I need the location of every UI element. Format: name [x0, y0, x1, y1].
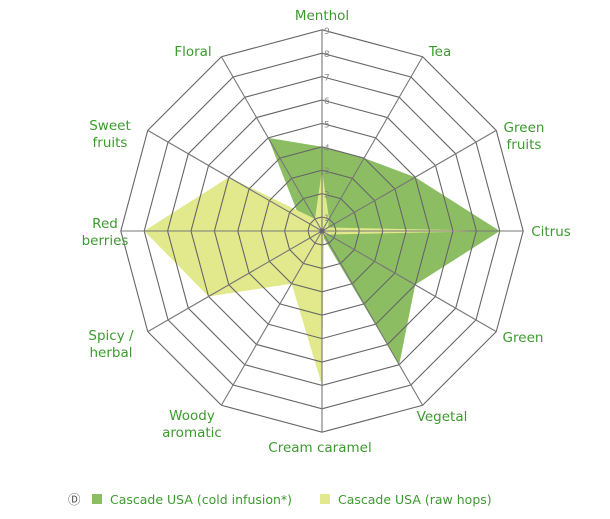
category-label: Green: [503, 330, 544, 346]
legend-swatch: [92, 494, 102, 504]
grid-spoke: [220, 56, 323, 232]
grid-spoke: [321, 129, 497, 232]
legend-swatch: [320, 494, 330, 504]
tick-label: 1: [324, 214, 330, 224]
category-label: Red berries: [82, 216, 129, 249]
category-label: Cream caramel: [268, 440, 371, 456]
tick-label: 3: [324, 167, 330, 177]
category-label: Tea: [428, 44, 452, 60]
tick-label: 6: [324, 97, 330, 107]
category-label: Green fruits: [504, 120, 545, 153]
category-label: Woody aromatic: [162, 408, 222, 441]
tick-label: 2: [324, 191, 330, 201]
legend-label: Cascade USA (cold infusion*): [110, 492, 292, 507]
grid-spoke: [147, 129, 323, 232]
tick-label: 8: [324, 50, 330, 60]
category-label: Spicy / herbal: [88, 328, 134, 361]
legend-marker: Ⓓ: [68, 492, 81, 507]
grid-spoke: [321, 230, 497, 333]
tick-label: 4: [324, 144, 330, 154]
legend-label: Cascade USA (raw hops): [338, 492, 492, 507]
center-dot: [319, 228, 325, 234]
grid-spoke: [321, 56, 424, 232]
grid-spoke: [321, 230, 424, 406]
category-label: Floral: [174, 44, 211, 60]
category-label: Sweet fruits: [89, 118, 131, 151]
tick-label: 9: [324, 27, 330, 37]
tick-label: 5: [324, 120, 330, 130]
grid-spoke: [147, 230, 323, 333]
grid-spoke: [220, 230, 323, 406]
category-label: Vegetal: [417, 409, 468, 425]
tick-label: 7: [324, 74, 330, 84]
category-label: Menthol: [295, 8, 349, 24]
category-label: Citrus: [531, 224, 571, 240]
